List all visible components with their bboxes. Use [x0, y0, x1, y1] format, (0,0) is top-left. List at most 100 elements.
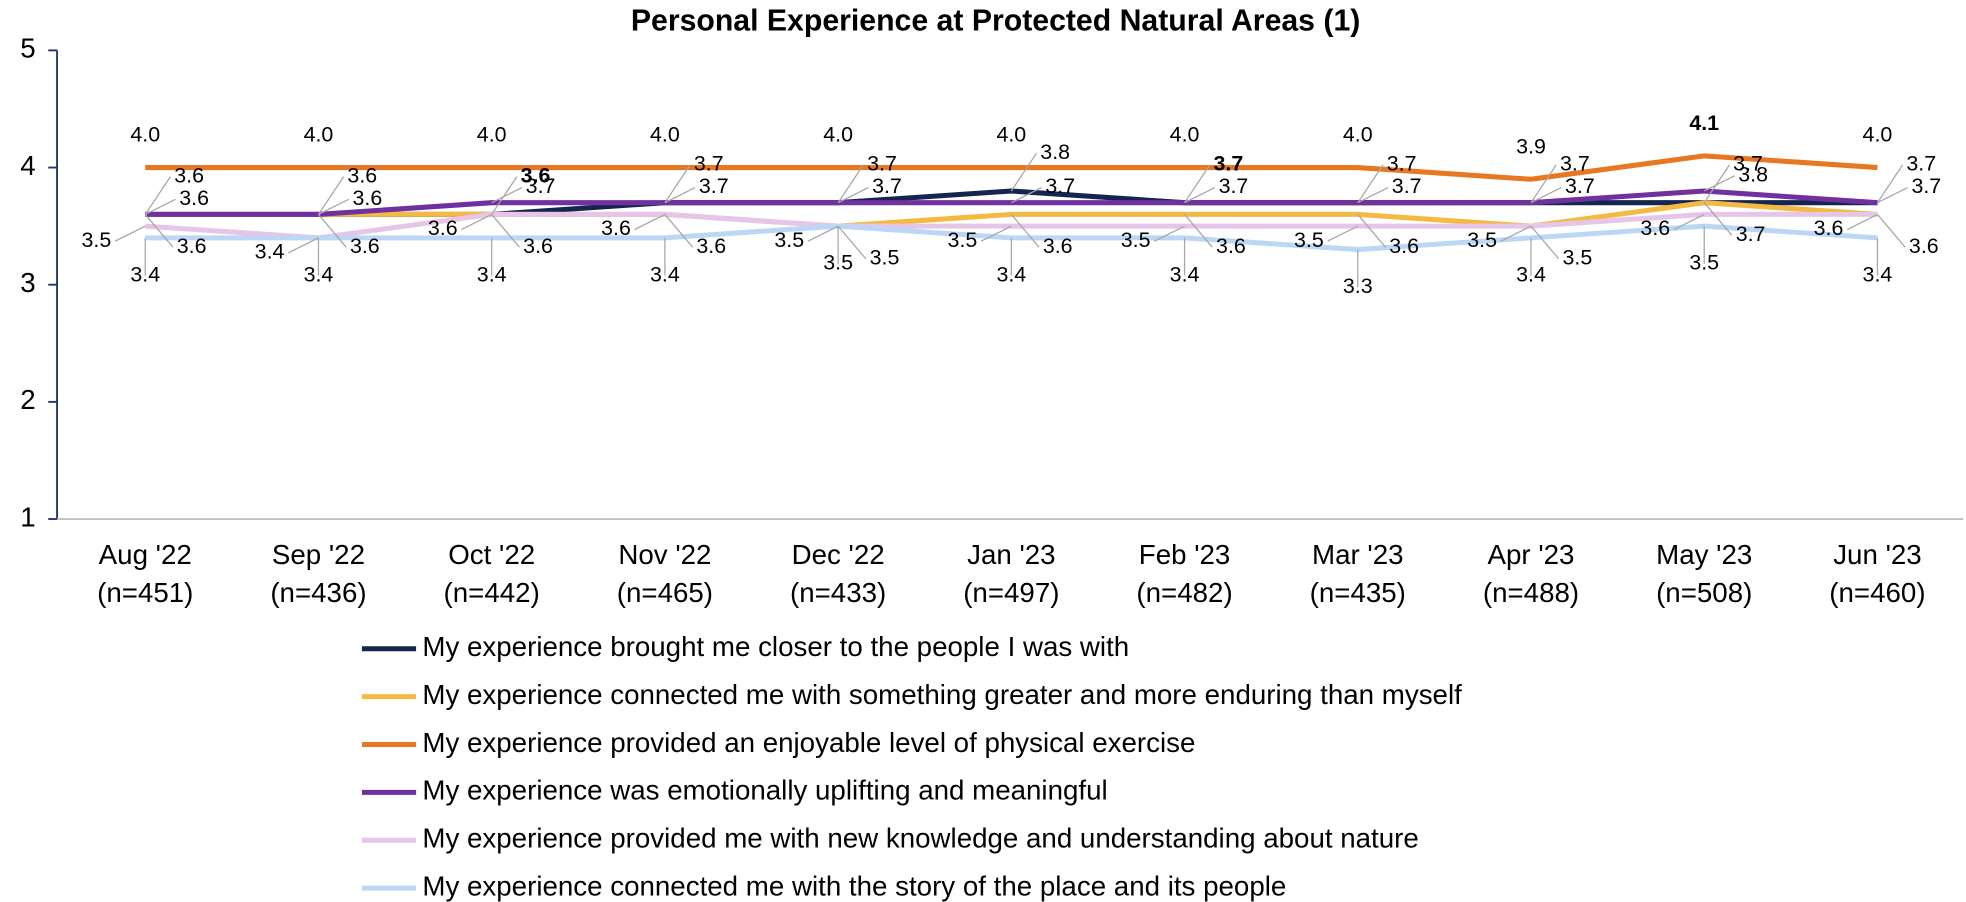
y-tick-label: 5 [20, 33, 35, 64]
leader-line [491, 176, 518, 215]
leader-line [144, 214, 174, 248]
x-tick-sublabel: (n=433) [790, 577, 886, 608]
data-label: 3.4 [1170, 262, 1200, 286]
data-label: 4.0 [996, 123, 1026, 147]
data-label: 3.5 [1121, 228, 1151, 252]
data-label: 3.6 [1043, 234, 1073, 258]
x-tick-sublabel: (n=436) [270, 577, 366, 608]
leader-line [1154, 225, 1185, 242]
data-label: 3.4 [477, 262, 507, 286]
data-label: 3.7 [699, 174, 729, 198]
data-label: 3.6 [521, 163, 551, 187]
x-tick-label: May '23 [1656, 539, 1752, 570]
data-label: 3.5 [1689, 251, 1719, 275]
data-label: 3.6 [523, 234, 553, 258]
data-label: 3.6 [1640, 216, 1670, 240]
legend-label: My experience connected me with the stor… [422, 870, 1286, 901]
x-tick-sublabel: (n=465) [617, 577, 713, 608]
leader-line [317, 176, 345, 215]
leader-line [1530, 187, 1562, 204]
y-tick-label: 2 [20, 384, 35, 415]
leader-line [1877, 187, 1908, 204]
data-label: 3.6 [1216, 234, 1246, 258]
data-label: 3.7 [1392, 174, 1422, 198]
leader-line [1846, 213, 1878, 231]
x-tick-sublabel: (n=482) [1136, 577, 1232, 608]
data-label: 3.7 [1733, 152, 1763, 176]
data-label: 3.4 [1863, 262, 1893, 286]
data-label: 3.7 [1906, 152, 1936, 176]
data-label: 3.7 [526, 174, 556, 198]
data-label: 3.4 [996, 262, 1026, 286]
legend-label: My experience connected me with somethin… [422, 679, 1462, 710]
data-label: 3.4 [1516, 262, 1546, 286]
leader-line [1530, 225, 1560, 260]
data-label: 3.5 [81, 228, 111, 252]
x-tick-label: Jun '23 [1833, 539, 1921, 570]
data-label: 4.0 [650, 123, 680, 147]
leader-line [664, 214, 694, 248]
leader-line [837, 225, 867, 260]
data-label: 3.5 [1294, 228, 1324, 252]
data-label: 3.6 [174, 163, 204, 187]
data-label: 3.6 [352, 186, 382, 210]
x-tick-label: Oct '22 [448, 539, 535, 570]
leader-line [144, 176, 171, 215]
leader-line [1184, 164, 1211, 204]
data-label: 4.0 [304, 123, 334, 147]
data-label: 3.5 [1467, 228, 1497, 252]
data-label: 3.8 [1040, 140, 1070, 164]
leader-line [1184, 187, 1216, 204]
data-label: 3.4 [304, 262, 334, 286]
data-label: 3.5 [948, 228, 978, 252]
data-label: 3.7 [694, 152, 724, 176]
data-label: 3.7 [1045, 174, 1075, 198]
x-tick-label: Sep '22 [272, 539, 365, 570]
leader-line [1703, 175, 1735, 192]
data-label: 3.6 [177, 234, 207, 258]
leader-line [1673, 213, 1705, 231]
x-tick-label: Jan '23 [967, 539, 1055, 570]
leader-line [634, 213, 666, 231]
legend-label: My experience provided me with new knowl… [422, 823, 1418, 854]
leader-line [664, 187, 696, 204]
leader-line [1703, 164, 1730, 204]
series-line [145, 153, 1878, 182]
leader-line [318, 198, 349, 215]
data-label: 4.0 [1170, 123, 1200, 147]
x-tick-sublabel: (n=442) [444, 577, 540, 608]
data-label: 3.6 [601, 216, 631, 240]
data-label: 3.7 [1911, 174, 1941, 198]
leader-line [287, 237, 319, 254]
data-label: 4.0 [130, 123, 160, 147]
leader-line [1530, 164, 1557, 204]
data-label: 4.0 [1343, 123, 1373, 147]
legend-label: My experience was emotionally uplifting … [422, 775, 1107, 806]
leader-line [980, 225, 1012, 242]
data-label: 3.6 [696, 234, 726, 258]
data-label: 3.7 [1565, 174, 1595, 198]
leader-line [1184, 214, 1213, 248]
x-tick-label: Apr '23 [1488, 539, 1575, 570]
leader-line [1876, 164, 1904, 204]
data-label: 3.9 [1516, 134, 1546, 158]
data-label: 3.5 [1562, 246, 1592, 270]
leader-line [1500, 225, 1532, 242]
data-label: 3.7 [1736, 222, 1766, 246]
leader-line [1011, 187, 1042, 204]
x-tick-label: Dec '22 [792, 539, 885, 570]
leader-line [491, 214, 520, 248]
data-label: 4.0 [823, 123, 853, 147]
data-label: 3.5 [870, 246, 900, 270]
data-label: 3.7 [1219, 174, 1249, 198]
data-label: 3.6 [1814, 216, 1844, 240]
data-label: 3.4 [130, 262, 160, 286]
x-tick-sublabel: (n=508) [1656, 577, 1752, 608]
data-label: 3.6 [428, 216, 458, 240]
leader-line [1357, 214, 1386, 248]
data-label: 3.7 [867, 152, 897, 176]
x-tick-sublabel: (n=460) [1829, 577, 1925, 608]
data-label: 3.7 [1387, 152, 1417, 176]
y-tick-label: 3 [20, 267, 35, 298]
